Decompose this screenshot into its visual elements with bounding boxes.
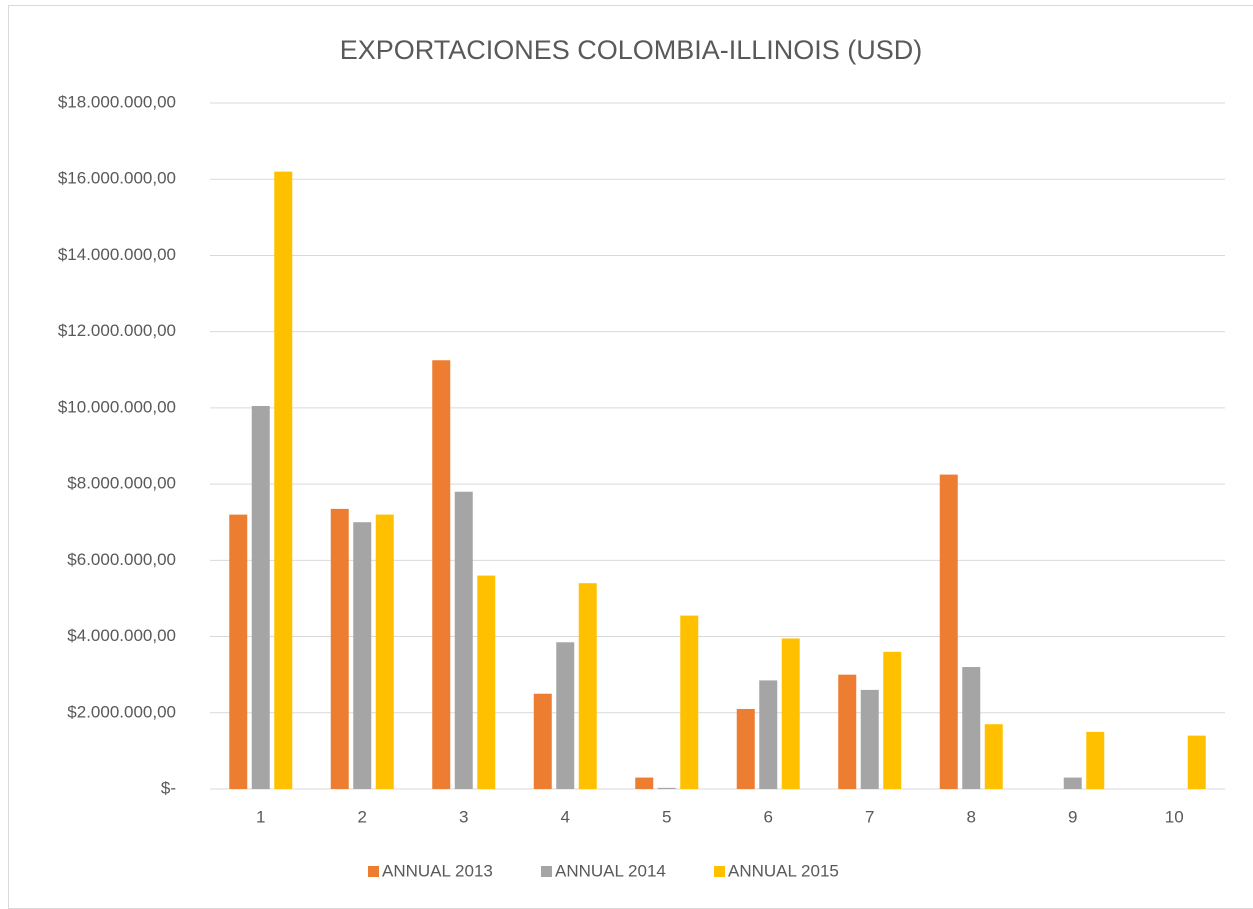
- bar: [984, 724, 1003, 789]
- x-tick-label: 5: [662, 807, 671, 826]
- x-tick-label: 1: [256, 807, 265, 826]
- y-tick-label: $2.000.000,00: [67, 702, 176, 721]
- y-tick-label: $4.000.000,00: [67, 626, 176, 645]
- bar: [375, 514, 394, 789]
- bar: [251, 405, 270, 789]
- bar: [1086, 731, 1105, 789]
- y-tick-label: $16.000.000,00: [58, 169, 176, 188]
- x-tick-label: 9: [1068, 807, 1077, 826]
- y-tick-label: $14.000.000,00: [58, 245, 176, 264]
- bar: [781, 638, 800, 789]
- legend-swatch: [541, 866, 552, 877]
- bar: [477, 575, 496, 789]
- legend-label: ANNUAL 2014: [555, 861, 666, 880]
- legend-swatch: [714, 866, 725, 877]
- bar: [1063, 777, 1082, 789]
- y-tick-label: $12.000.000,00: [58, 321, 176, 340]
- bar: [759, 680, 778, 789]
- bar: [680, 615, 699, 789]
- bar: [1187, 735, 1206, 789]
- bar: [556, 642, 575, 789]
- y-tick-label: $8.000.000,00: [67, 474, 176, 493]
- bar: [860, 689, 879, 789]
- y-tick-label: $6.000.000,00: [67, 550, 176, 569]
- chart-frame: [8, 5, 1253, 909]
- x-tick-label: 3: [459, 807, 468, 826]
- bar: [330, 508, 349, 789]
- bar: [229, 514, 248, 789]
- bar: [939, 474, 958, 789]
- x-tick-label: 2: [358, 807, 367, 826]
- x-tick-label: 8: [967, 807, 976, 826]
- y-tick-label: $10.000.000,00: [58, 397, 176, 416]
- y-tick-label: $18.000.000,00: [58, 92, 176, 111]
- x-tick-label: 10: [1165, 807, 1184, 826]
- x-tick-label: 6: [764, 807, 773, 826]
- legend-label: ANNUAL 2015: [728, 861, 839, 880]
- y-tick-label: $-: [161, 778, 176, 797]
- bar: [635, 777, 654, 789]
- chart-title: EXPORTACIONES COLOMBIA-ILLINOIS (USD): [340, 35, 923, 65]
- bar: [533, 693, 552, 789]
- bar: [578, 583, 597, 789]
- x-tick-label: 4: [561, 807, 570, 826]
- bar: [454, 491, 473, 789]
- bar: [353, 522, 372, 789]
- legend-swatch: [368, 866, 379, 877]
- bar: [838, 674, 857, 789]
- x-tick-label: 7: [865, 807, 874, 826]
- bar: [736, 708, 755, 789]
- bar: [883, 651, 902, 789]
- legend-label: ANNUAL 2013: [382, 861, 493, 880]
- bar: [432, 360, 451, 789]
- bar: [657, 787, 676, 789]
- bar: [274, 171, 293, 790]
- bar: [962, 667, 981, 789]
